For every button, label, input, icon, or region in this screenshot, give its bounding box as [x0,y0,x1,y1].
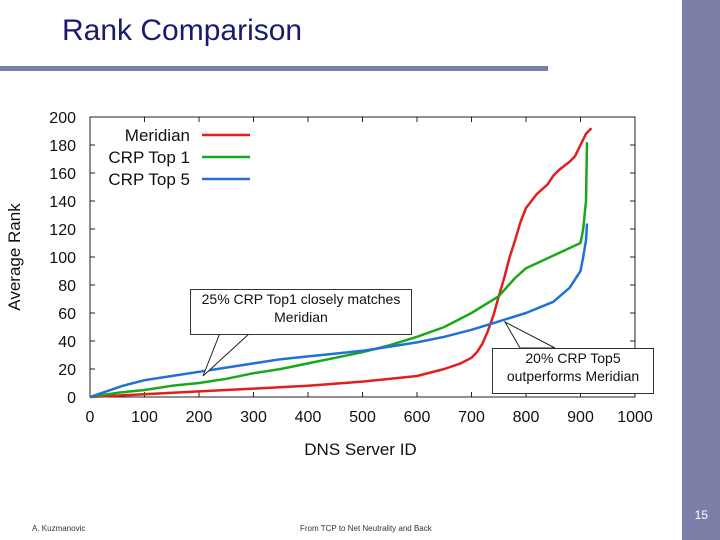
series-line-crp-top-1 [89,142,589,399]
x-tick-label: 1000 [617,409,653,426]
x-tick-label: 100 [131,409,158,426]
rank-comparison-chart: 0 20 40 60 80 100 120 140 160 180 200 0 100 200 300 400… [5,110,653,459]
callout-top5-pointer [503,320,556,349]
y-tick-label: 0 [67,390,76,407]
legend-label-meridian: Meridian [125,126,190,145]
title-underline-bar [0,66,548,71]
x-tick-label: 0 [86,409,95,426]
callout-top1: 25% CRP Top1 closely matches Meridian [190,289,412,335]
right-sidebar-bar: 15 [682,0,720,540]
x-tick-label: 900 [567,409,594,426]
y-tick-label: 120 [49,222,76,239]
legend-label-crp-top-1: CRP Top 1 [108,148,190,167]
y-tick-label: 20 [58,362,76,379]
y-tick-label: 180 [49,138,76,155]
callout-top1-pointer [202,332,252,377]
series-line-crp-top-5 [89,223,589,399]
x-tick-label: 700 [458,409,485,426]
footer-talk: From TCP to Net Neutrality and Back [300,524,432,533]
page-number: 15 [694,508,708,522]
y-tick-label: 100 [49,250,76,267]
y-tick-label: 160 [49,166,76,183]
y-tick-label: 80 [58,278,76,295]
y-axis-title: Average Rank [5,203,24,311]
callout-top5: 20% CRP Top5 outperforms Meridian [492,348,654,394]
x-tick-label: 200 [186,409,213,426]
slide-title: Rank Comparison [62,14,303,47]
x-tick-label: 500 [349,409,376,426]
x-tick-label: 800 [513,409,540,426]
y-tick-label: 60 [58,306,76,323]
y-tick-label: 140 [49,194,76,211]
y-tick-label: 200 [49,110,76,127]
x-axis-title: DNS Server ID [304,440,416,459]
legend-label-crp-top-5: CRP Top 5 [108,170,190,189]
x-tick-label: 600 [404,409,431,426]
y-tick-label: 40 [58,334,76,351]
x-tick-label: 300 [240,409,267,426]
x-tick-label: 400 [295,409,322,426]
footer-author: A. Kuzmanovic [32,524,86,533]
